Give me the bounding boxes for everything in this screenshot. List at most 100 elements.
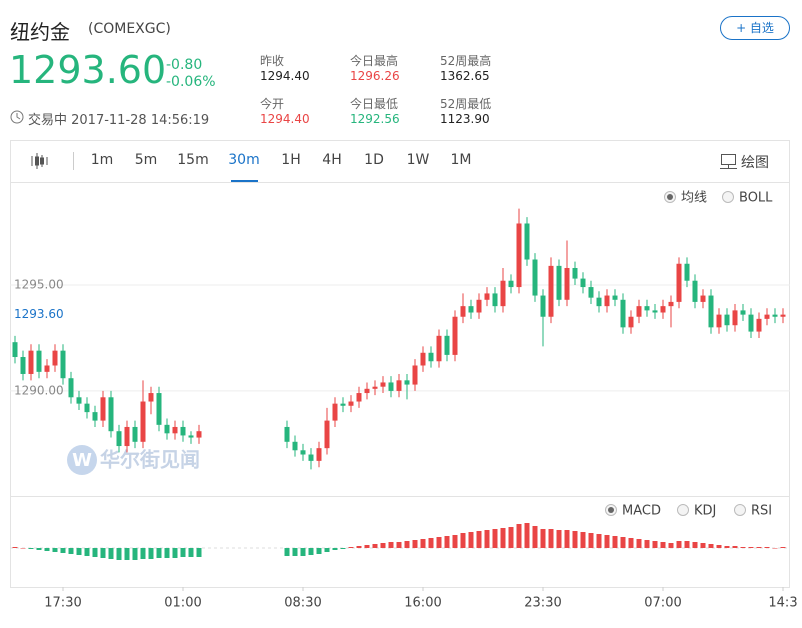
candle-body — [188, 435, 194, 438]
macd-bar — [740, 547, 746, 548]
macd-bar — [132, 548, 138, 560]
macd-bar — [412, 540, 418, 548]
draw-icon — [720, 154, 737, 169]
macd-bar — [644, 540, 650, 548]
candle-body — [692, 280, 698, 302]
candle-body — [68, 378, 74, 398]
macd-bar — [68, 548, 74, 554]
macd-bar — [724, 546, 730, 548]
stat-label: 今日最低 — [350, 97, 399, 111]
candle-body — [596, 297, 602, 307]
macd-bar — [604, 535, 610, 548]
macd-bar — [772, 548, 778, 549]
candle-body — [388, 382, 394, 391]
macd-bar — [52, 548, 58, 552]
candle-body — [108, 397, 114, 432]
macd-bar — [84, 548, 90, 556]
macd-bar — [188, 548, 194, 557]
macd-bar — [468, 532, 474, 548]
macd-bar — [620, 537, 626, 548]
candle-body — [676, 263, 682, 302]
watermark-logo — [67, 445, 97, 475]
macd-bar — [668, 543, 674, 548]
macd-bar — [756, 547, 762, 548]
candle-body — [700, 295, 706, 302]
macd-bar — [532, 526, 538, 548]
watermark-logo-letter: W — [72, 450, 92, 471]
macd-bar — [356, 546, 362, 548]
clock-icon — [10, 110, 24, 124]
macd-bar — [116, 548, 122, 560]
candle-body — [732, 310, 738, 326]
candle-body — [740, 310, 746, 315]
macd-bar — [580, 532, 586, 548]
candle-body — [708, 295, 714, 328]
candle-body — [356, 393, 362, 402]
period[interactable]: 15m — [177, 152, 209, 168]
period[interactable]: 1m — [90, 152, 114, 168]
macd-bar — [396, 542, 402, 548]
candle-body — [44, 365, 50, 372]
stat-value: 1362.65 — [440, 69, 490, 83]
x-tick-label: 14:3 — [768, 596, 797, 611]
period[interactable]: 1W — [406, 152, 430, 168]
candle-body — [436, 335, 442, 362]
macd-bar — [628, 538, 634, 548]
macd-bar — [588, 533, 594, 548]
candle-body — [588, 287, 594, 298]
macd-bar — [508, 527, 514, 548]
macd-bar — [612, 536, 618, 548]
macd-bar — [172, 548, 178, 558]
candle-body — [132, 426, 138, 442]
period[interactable]: 4H — [322, 152, 342, 168]
x-tick-label: 17:30 — [44, 596, 81, 611]
stat-label: 52周最高 — [440, 54, 492, 68]
radio-label: RSI — [751, 504, 772, 519]
draw-button[interactable]: 绘图 — [741, 155, 769, 171]
macd-bar — [684, 541, 690, 548]
period[interactable]: 1H — [281, 152, 301, 168]
radio-label: 均线 — [681, 191, 707, 206]
candle-body — [324, 420, 330, 449]
candle-body — [308, 454, 314, 461]
x-tick-label: 23:30 — [524, 596, 561, 611]
period[interactable]: 5m — [134, 152, 158, 168]
macd-bar — [636, 539, 642, 548]
candle-body — [764, 314, 770, 319]
y-tick-label: 1290.00 — [14, 383, 64, 397]
candle-body — [420, 352, 426, 366]
period[interactable]: 30m — [228, 152, 260, 168]
candle-body — [444, 335, 450, 355]
candle-body — [84, 403, 90, 413]
candle-body — [652, 310, 658, 313]
y-tick-label: 1295.00 — [14, 277, 64, 291]
follow-button[interactable]: + 自选 — [720, 16, 790, 40]
macd-bar — [692, 542, 698, 548]
period[interactable]: 1M — [450, 152, 472, 168]
last-price-label: 1293.60 — [14, 307, 64, 321]
macd-bar — [124, 548, 130, 560]
x-tick-label: 16:00 — [404, 596, 441, 611]
code: (COMEXGC) — [88, 21, 171, 37]
macd-bar — [180, 548, 186, 557]
period[interactable]: 1D — [364, 152, 384, 168]
candle-body — [660, 306, 666, 313]
macd-bar — [308, 548, 314, 555]
macd-bar — [292, 548, 298, 556]
watermark: 华尔街见闻 — [100, 448, 200, 472]
candle-body — [716, 314, 722, 328]
macd-bar — [108, 548, 114, 559]
candle-body — [404, 380, 410, 385]
candle-body — [684, 263, 690, 281]
candle-body — [468, 306, 474, 313]
macd-bar — [380, 543, 386, 548]
macd-bar — [196, 548, 202, 557]
candle-body — [460, 306, 466, 317]
macd-bar — [708, 544, 714, 548]
candle-body — [316, 448, 322, 461]
x-tick-label: 08:30 — [284, 596, 321, 611]
candle-body — [148, 393, 154, 402]
radio-label: MACD — [622, 504, 661, 519]
candle-body — [644, 306, 650, 311]
